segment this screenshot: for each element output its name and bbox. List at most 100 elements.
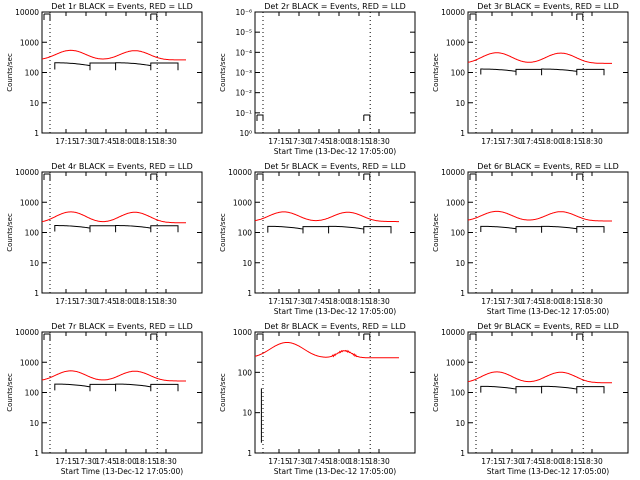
x-tick-label: 18:30 — [368, 137, 390, 146]
y-tick-label: 1 — [247, 449, 252, 458]
y-tick-label: 10 — [29, 419, 39, 428]
x-tick-label: 17:30 — [75, 137, 97, 146]
panel-det-5: Det 5r BLACK = Events, RED = LLD 1 10 100 10… — [219, 162, 416, 316]
x-tick-label: 17:45 — [521, 457, 543, 466]
x-tick-label: 17:45 — [521, 137, 543, 146]
x-axis-label: Start Time (13-Dec-12 17:05:00) — [61, 467, 183, 476]
x-tick-label: 18:15 — [135, 297, 157, 306]
series-events-line — [267, 225, 392, 234]
x-tick-label: 18:00 — [541, 457, 563, 466]
x-tick-label: 17:15 — [268, 457, 290, 466]
x-tick-label: 17:30 — [75, 297, 97, 306]
plot-frame — [254, 331, 416, 454]
x-axis-label: Start Time (13-Dec-12 17:05:00) — [274, 467, 396, 476]
bracket-mark — [576, 333, 584, 340]
x-tick-label: 17:15 — [55, 137, 77, 146]
series-lld-line — [254, 342, 399, 359]
x-tick-label: 18:00 — [541, 137, 563, 146]
y-tick-label: 10000 — [228, 168, 252, 177]
x-tick-label: 18:15 — [348, 457, 370, 466]
bracket-mark — [469, 13, 477, 20]
y-tick-label: 1 — [460, 129, 465, 138]
series-events-line — [480, 385, 605, 394]
x-tick-label: 17:15 — [55, 297, 77, 306]
x-tick-label: 17:15 — [268, 137, 290, 146]
bracket-mark — [256, 333, 264, 340]
series-events-line — [54, 62, 179, 71]
y-tick-label: 10000 — [441, 328, 465, 337]
x-axis-label: Start Time (13-Dec-12 17:05:00) — [274, 307, 396, 316]
x-tick-label: 18:30 — [155, 297, 177, 306]
x-tick-label: 18:30 — [581, 457, 603, 466]
panel-title: Det 5r BLACK = Events, RED = LLD — [264, 162, 406, 171]
panel-det-6: Det 6r BLACK = Events, RED = LLD 1 10 100 10… — [432, 162, 629, 316]
x-tick-label: 18:15 — [348, 137, 370, 146]
y-tick-label: 10⁻⁴ — [235, 48, 252, 57]
y-axis-label: Counts/sec — [432, 213, 440, 252]
y-tick-label: 10 — [455, 259, 465, 268]
panel-det-9: Det 9r BLACK = Events, RED = LLD 1 10 100 10… — [432, 322, 629, 476]
x-tick-label: 17:45 — [308, 457, 330, 466]
x-tick-label: 18:00 — [541, 297, 563, 306]
series-lld-line — [254, 211, 399, 223]
x-tick-label: 18:00 — [115, 297, 137, 306]
x-tick-label: 17:15 — [481, 297, 503, 306]
y-tick-label: 1000 — [446, 38, 465, 47]
x-tick-label: 18:15 — [561, 297, 583, 306]
x-tick-label: 17:45 — [308, 297, 330, 306]
x-tick-label: 18:30 — [155, 137, 177, 146]
x-axis-label: Start Time (13-Dec-12 17:05:00) — [274, 147, 396, 156]
y-tick-label: 100 — [25, 229, 40, 238]
bracket-mark — [256, 173, 264, 180]
x-tick-label: 18:00 — [115, 457, 137, 466]
plot-frame — [254, 11, 416, 134]
bracket-mark — [576, 13, 584, 20]
x-tick-label: 18:00 — [328, 457, 350, 466]
x-tick-label: 17:30 — [501, 297, 523, 306]
bracket-mark — [256, 114, 264, 121]
bracket-mark — [363, 114, 371, 121]
y-tick-label: 100 — [451, 229, 466, 238]
y-tick-label: 1 — [247, 289, 252, 298]
y-tick-label: 100 — [25, 389, 40, 398]
y-tick-label: 1 — [460, 289, 465, 298]
panel-title: Det 9r BLACK = Events, RED = LLD — [477, 322, 619, 331]
y-axis-label: Counts/sec — [6, 373, 14, 412]
series-lld-line — [467, 371, 612, 384]
bracket-mark — [150, 13, 158, 20]
x-tick-label: 18:30 — [155, 457, 177, 466]
y-tick-label: 100 — [25, 69, 40, 78]
panel-title: Det 6r BLACK = Events, RED = LLD — [477, 162, 619, 171]
bracket-mark — [469, 173, 477, 180]
y-tick-label: 10000 — [15, 328, 39, 337]
x-tick-label: 18:15 — [135, 137, 157, 146]
y-axis-label: Counts/sec — [219, 213, 227, 252]
y-tick-label: 1 — [34, 289, 39, 298]
x-tick-label: 18:00 — [328, 137, 350, 146]
y-tick-label: 10⁻² — [235, 89, 252, 98]
x-tick-label: 18:30 — [368, 457, 390, 466]
x-tick-label: 18:15 — [561, 457, 583, 466]
bracket-mark — [43, 13, 51, 20]
y-tick-label: 10 — [242, 409, 252, 418]
x-tick-label: 18:30 — [368, 297, 390, 306]
x-tick-label: 17:15 — [481, 457, 503, 466]
panel-title: Det 1r BLACK = Events, RED = LLD — [51, 2, 193, 11]
y-tick-label: 10 — [455, 419, 465, 428]
y-axis-label: Counts/sec — [432, 373, 440, 412]
series-events-line — [54, 383, 179, 392]
y-tick-label: 10⁻¹ — [235, 109, 252, 118]
y-tick-label: 10000 — [441, 8, 465, 17]
plot-frame — [41, 171, 203, 294]
x-tick-label: 18:30 — [581, 297, 603, 306]
x-tick-label: 18:00 — [115, 137, 137, 146]
panel-title: Det 8r BLACK = Events, RED = LLD — [264, 322, 406, 331]
y-tick-label: 100 — [238, 229, 253, 238]
y-tick-label: 1000 — [446, 358, 465, 367]
x-tick-label: 17:45 — [521, 297, 543, 306]
y-tick-label: 10⁰ — [239, 129, 252, 138]
panel-title: Det 2r BLACK = Events, RED = LLD — [264, 2, 406, 11]
y-tick-label: 100 — [238, 368, 253, 377]
y-tick-label: 1 — [34, 449, 39, 458]
x-tick-label: 17:30 — [501, 457, 523, 466]
